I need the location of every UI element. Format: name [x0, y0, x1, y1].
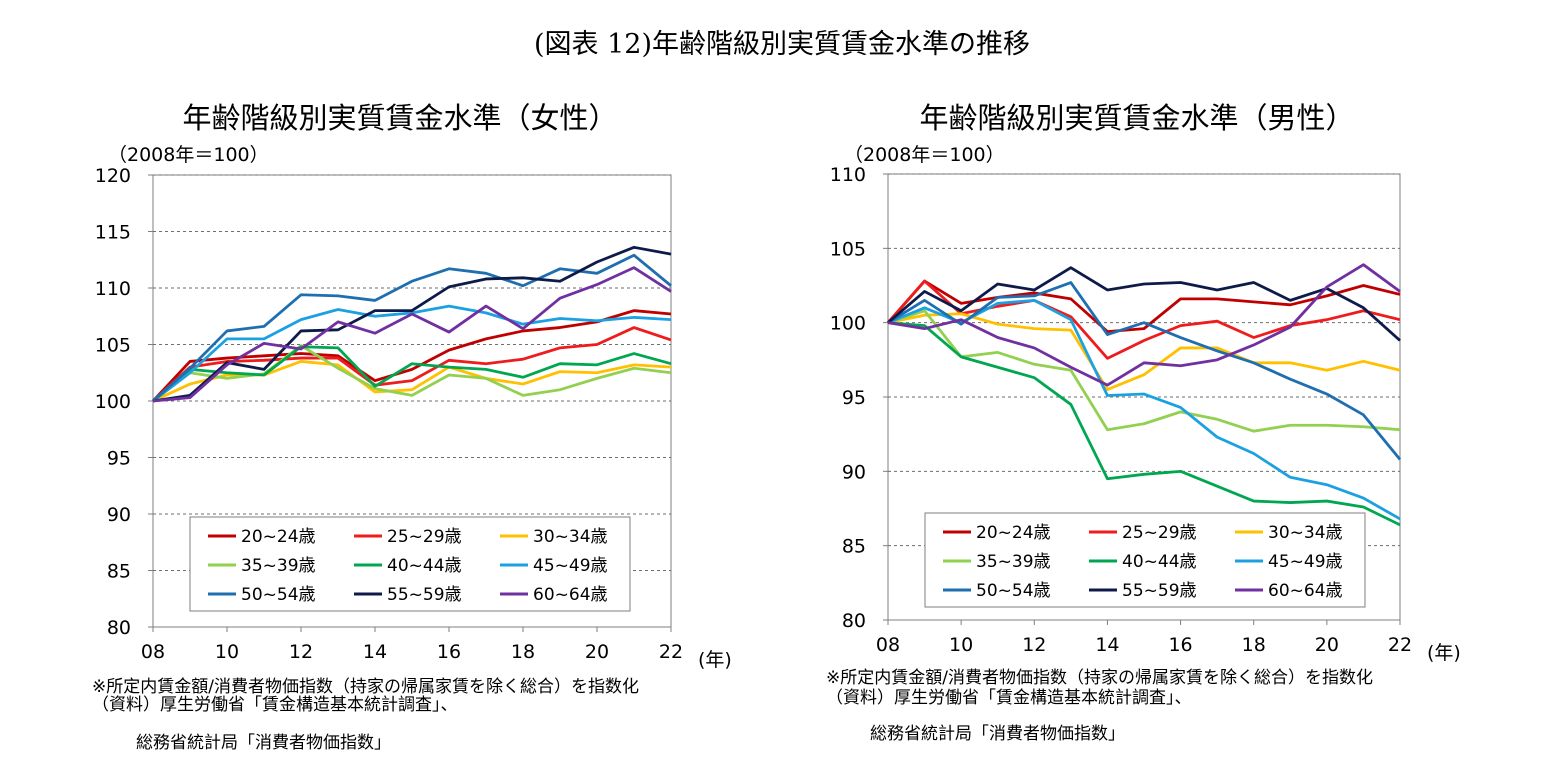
legend-label: 50~54歳: [241, 585, 316, 605]
legend-label: 55~59歳: [1122, 581, 1197, 601]
footnote-method: ※所定内賃金額/消費者物価指数（持家の帰属家賃を除く総合）を指数化: [92, 677, 639, 697]
series-line-40~44歳: [152, 345, 672, 403]
series-line-50~54歳: [152, 253, 672, 403]
y-tick-label: 90: [107, 504, 131, 526]
legend-label: 25~29歳: [387, 527, 462, 547]
chart-title: 年齢階級別実質賃金水準（男性）: [919, 101, 1354, 135]
legend-box: [189, 516, 631, 612]
series-line-30~34歳: [152, 360, 672, 403]
x-tick-label: 22: [659, 641, 683, 663]
y-tick-label: 105: [830, 238, 866, 260]
y-tick-label: 100: [95, 391, 131, 413]
x-unit-label: (年): [698, 649, 732, 671]
series-line-60~64歳: [152, 266, 672, 403]
legend-label: 60~64歳: [1268, 581, 1343, 601]
series-line-35~39歳: [887, 309, 1401, 433]
series-line-40~44歳: [887, 321, 1401, 527]
y-tick-label: 85: [842, 536, 866, 558]
legend-label: 45~49歳: [1268, 552, 1343, 572]
x-tick-label: 12: [1022, 634, 1046, 656]
legend-label: 35~39歳: [976, 552, 1051, 572]
x-tick-label: 14: [363, 641, 387, 663]
chart-title: 年齢階級別実質賃金水準（女性）: [182, 101, 617, 135]
series-line-25~29歳: [152, 326, 672, 403]
x-tick-label: 10: [949, 634, 973, 656]
x-tick-label: 10: [215, 641, 239, 663]
legend-label: 25~29歳: [1122, 523, 1197, 543]
legend-box: [924, 512, 1366, 608]
legend-label: 45~49歳: [533, 556, 608, 576]
x-tick-label: 16: [1168, 634, 1192, 656]
y-tick-label: 80: [107, 617, 131, 639]
legend-label: 60~64歳: [533, 585, 608, 605]
legend-label: 35~39歳: [241, 556, 316, 576]
legend-label: 50~54歳: [976, 581, 1051, 601]
legend-label: 20~24歳: [976, 523, 1051, 543]
footnote-source: （資料）厚生労働省「賃金構造基本統計調査」、: [92, 695, 458, 715]
x-tick-label: 16: [437, 641, 461, 663]
page-title: (図表 12)年齢階級別実質賃金水準の推移: [533, 29, 1030, 60]
y-tick-label: 95: [842, 387, 866, 409]
footnote-source-2: 総務省統計局「消費者物価指数」: [136, 733, 391, 753]
y-tick-label: 120: [95, 165, 131, 187]
footnote-method: ※所定内賃金額/消費者物価指数（持家の帰属家賃を除く総合）を指数化: [826, 668, 1373, 688]
x-tick-label: 20: [585, 641, 609, 663]
x-tick-label: 14: [1095, 634, 1119, 656]
x-unit-label: (年): [1427, 642, 1461, 664]
x-tick-label: 12: [289, 641, 313, 663]
chart-panel-male: 年齢階級別実質賃金水準（男性） （2008年＝100） 80 85 90 95 100 105…: [782, 0, 1564, 783]
legend-label: 20~24歳: [241, 527, 316, 547]
y-tick-label: 85: [107, 561, 131, 583]
series-line-35~39歳: [152, 344, 672, 403]
series-line-25~29歳: [886, 279, 1401, 360]
footnote-source-2: 総務省統計局「消費者物価指数」: [870, 724, 1125, 744]
x-tick-label: 22: [1388, 634, 1412, 656]
x-tick-label: 20: [1315, 634, 1339, 656]
y-tick-label: 95: [107, 448, 131, 470]
x-tick-label: 08: [876, 634, 900, 656]
series-line-60~64歳: [887, 263, 1401, 387]
legend-label: 55~59歳: [387, 585, 462, 605]
y-unit-label: （2008年＝100）: [844, 144, 1005, 166]
x-tick-label: 08: [141, 641, 165, 663]
y-tick-label: 110: [830, 164, 866, 186]
legend-label: 40~44歳: [387, 556, 462, 576]
y-tick-label: 105: [95, 335, 131, 357]
chart-female: 年齢階級別実質賃金水準（女性）（2008年＝100）80859095100105…: [95, 101, 732, 671]
legend-label: 30~34歳: [533, 527, 608, 547]
y-tick-label: 80: [842, 610, 866, 632]
x-tick-label: 18: [511, 641, 535, 663]
legend-label: 30~34歳: [1268, 523, 1343, 543]
y-tick-label: 90: [842, 461, 866, 483]
legend-label: 40~44歳: [1122, 552, 1197, 572]
footnote-source: （資料）厚生労働省「賃金構造基本統計調査」、: [826, 688, 1192, 708]
y-tick-label: 110: [95, 278, 131, 300]
y-tick-label: 100: [830, 313, 866, 335]
chart-male: 年齢階級別実質賃金水準（男性）（2008年＝100）80859095100105…: [830, 101, 1461, 664]
chart-panel-female: 年齢階級別実質賃金水準（女性） （2008年＝100） 80 85 90 95 100 105…: [92, 101, 732, 753]
series-line-55~59歳: [152, 245, 672, 403]
y-unit-label: （2008年＝100）: [108, 144, 269, 166]
x-tick-label: 18: [1242, 634, 1266, 656]
series-line-50~54歳: [887, 281, 1402, 461]
y-tick-label: 115: [95, 222, 131, 244]
series-line-55~59歳: [887, 266, 1401, 342]
